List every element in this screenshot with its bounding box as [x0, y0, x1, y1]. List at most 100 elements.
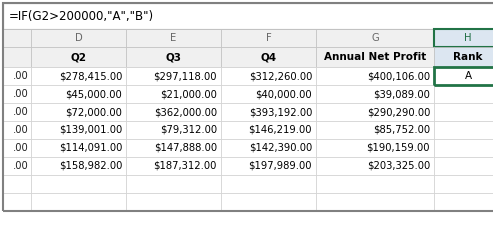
Bar	[3, 175, 31, 193]
Text: $40,000.00: $40,000.00	[255, 89, 312, 99]
Text: Q4: Q4	[260, 52, 277, 62]
Bar	[221, 121, 316, 139]
Text: F: F	[266, 33, 271, 43]
Bar	[316, 121, 434, 139]
Bar	[3, 139, 31, 157]
Text: D: D	[74, 33, 82, 43]
Bar	[126, 193, 221, 211]
Bar	[221, 175, 316, 193]
Bar	[434, 139, 493, 157]
Text: $39,089.00: $39,089.00	[373, 89, 430, 99]
Bar	[3, 85, 31, 103]
Bar	[221, 47, 316, 67]
Bar	[3, 157, 31, 175]
Text: $72,000.00: $72,000.00	[65, 107, 122, 117]
Text: .00: .00	[13, 125, 29, 135]
Bar	[3, 3, 493, 29]
Bar	[126, 67, 221, 85]
Text: $278,415.00: $278,415.00	[59, 71, 122, 81]
Bar	[31, 121, 126, 139]
Bar	[316, 139, 434, 157]
Bar	[126, 157, 221, 175]
Bar	[221, 29, 316, 47]
Text: Rank: Rank	[453, 52, 483, 62]
Bar	[3, 193, 31, 211]
Bar	[316, 103, 434, 121]
Bar	[316, 85, 434, 103]
Bar	[316, 193, 434, 211]
Bar	[31, 193, 126, 211]
Bar	[31, 175, 126, 193]
Text: .00: .00	[13, 161, 29, 171]
Text: $393,192.00: $393,192.00	[248, 107, 312, 117]
Text: .00: .00	[13, 143, 29, 153]
Bar	[31, 47, 126, 67]
Bar	[31, 139, 126, 157]
Bar	[434, 85, 493, 103]
Bar	[3, 103, 31, 121]
Text: .00: .00	[13, 107, 29, 117]
Bar	[316, 175, 434, 193]
Bar	[434, 67, 493, 85]
Text: $85,752.00: $85,752.00	[373, 125, 430, 135]
Text: .00: .00	[13, 89, 29, 99]
Bar	[434, 157, 493, 175]
Bar	[3, 3, 493, 211]
Bar	[316, 47, 434, 67]
Text: E: E	[171, 33, 176, 43]
Text: $190,159.00: $190,159.00	[366, 143, 430, 153]
Bar	[221, 67, 316, 85]
Text: $45,000.00: $45,000.00	[65, 89, 122, 99]
Text: Annual Net Profit: Annual Net Profit	[324, 52, 426, 62]
Bar	[31, 67, 126, 85]
Text: =IF(G2>200000,"A","B"): =IF(G2>200000,"A","B")	[9, 10, 154, 22]
Bar	[434, 29, 493, 47]
Text: $146,219.00: $146,219.00	[248, 125, 312, 135]
Text: $142,390.00: $142,390.00	[249, 143, 312, 153]
Text: $400,106.00: $400,106.00	[367, 71, 430, 81]
Text: $362,000.00: $362,000.00	[154, 107, 217, 117]
Bar	[31, 85, 126, 103]
Bar	[434, 193, 493, 211]
Bar	[221, 193, 316, 211]
Text: $147,888.00: $147,888.00	[154, 143, 217, 153]
Bar	[316, 157, 434, 175]
Text: H: H	[464, 33, 472, 43]
Text: $187,312.00: $187,312.00	[154, 161, 217, 171]
Text: $158,982.00: $158,982.00	[59, 161, 122, 171]
Text: .00: .00	[13, 71, 29, 81]
Bar	[316, 67, 434, 85]
Bar	[126, 29, 221, 47]
Text: $79,312.00: $79,312.00	[160, 125, 217, 135]
Bar	[126, 121, 221, 139]
Bar	[434, 175, 493, 193]
Bar	[3, 121, 31, 139]
Bar	[221, 157, 316, 175]
Text: Q2: Q2	[70, 52, 86, 62]
Bar	[126, 103, 221, 121]
Bar	[434, 67, 493, 85]
Text: $290,290.00: $290,290.00	[367, 107, 430, 117]
Bar	[3, 47, 31, 67]
Bar	[126, 85, 221, 103]
Text: $197,989.00: $197,989.00	[248, 161, 312, 171]
Bar	[126, 47, 221, 67]
Bar	[126, 175, 221, 193]
Bar	[31, 157, 126, 175]
Text: $297,118.00: $297,118.00	[153, 71, 217, 81]
Text: $139,001.00: $139,001.00	[59, 125, 122, 135]
Bar	[434, 103, 493, 121]
Bar	[221, 103, 316, 121]
Text: $114,091.00: $114,091.00	[59, 143, 122, 153]
Bar	[126, 139, 221, 157]
Text: G: G	[371, 33, 379, 43]
Text: $312,260.00: $312,260.00	[248, 71, 312, 81]
Text: $203,325.00: $203,325.00	[367, 161, 430, 171]
Bar	[221, 139, 316, 157]
Bar	[434, 121, 493, 139]
Bar	[316, 29, 434, 47]
Bar	[31, 29, 126, 47]
Bar	[31, 103, 126, 121]
Bar	[221, 85, 316, 103]
Bar	[3, 67, 31, 85]
